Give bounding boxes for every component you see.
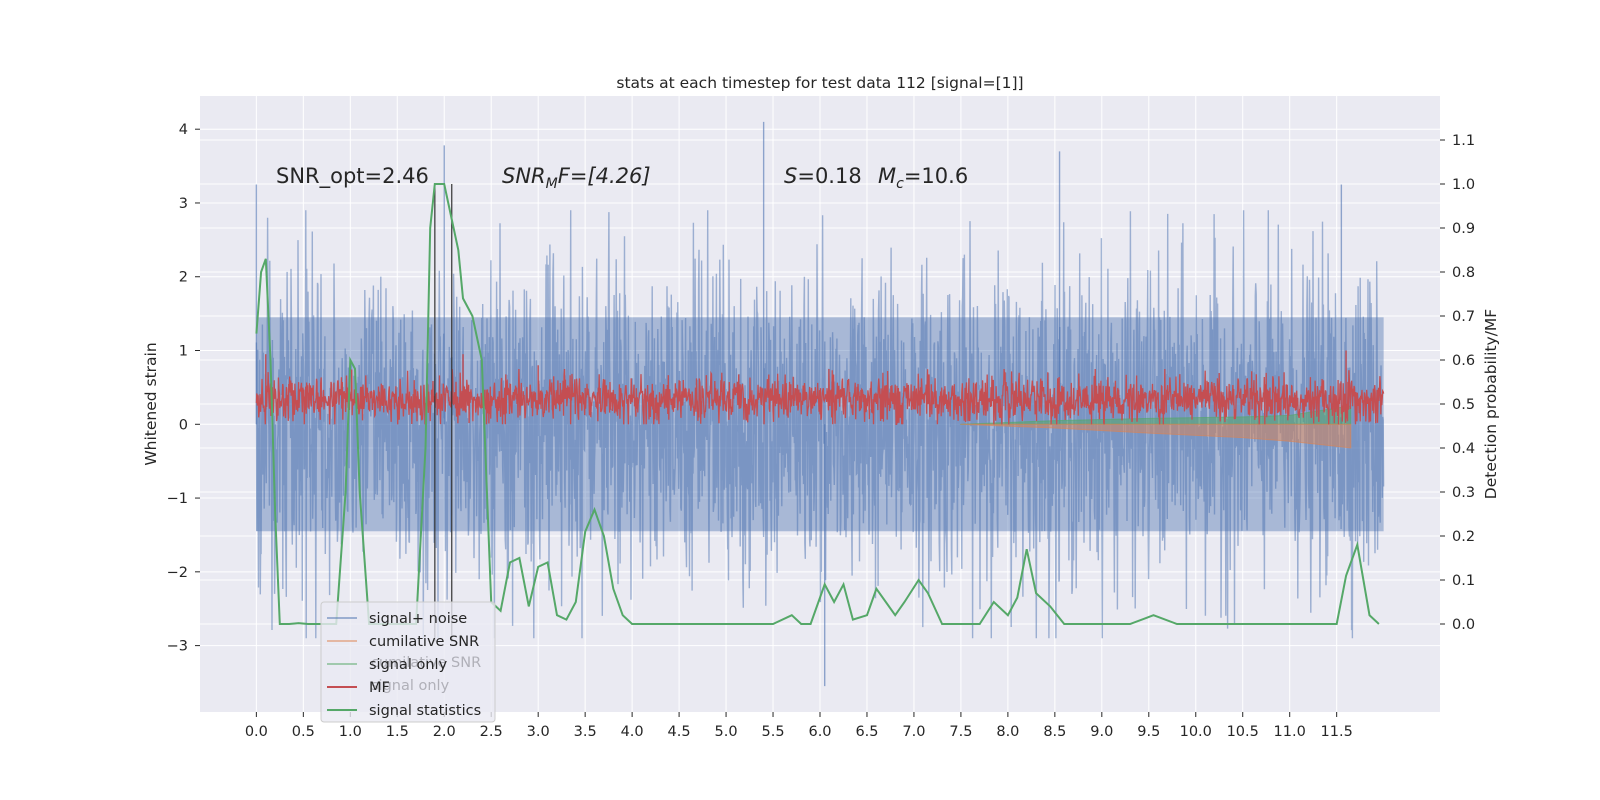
y-tick-label-left: 2 <box>179 270 188 286</box>
y-tick-label-left: 4 <box>179 122 188 138</box>
y-tick-label-right: 0.0 <box>1452 617 1475 633</box>
x-tick-label: 4.0 <box>621 724 644 740</box>
x-tick-label: 10.5 <box>1227 724 1259 740</box>
x-tick-label: 8.5 <box>1043 724 1066 740</box>
annotation-snr-mf: SNRMF=[4.26] <box>502 164 651 192</box>
x-tick-label: 7.5 <box>949 724 972 740</box>
x-tick-label: 2.5 <box>480 724 503 740</box>
legend-label: signal only <box>369 657 448 673</box>
y-tick-label-right: 0.2 <box>1452 529 1475 545</box>
x-tick-label: 6.0 <box>808 724 831 740</box>
annotation-snr-opt: SNR_opt=2.46 <box>276 164 429 189</box>
y-tick-label-right: 0.7 <box>1452 309 1475 325</box>
y-tick-label-right: 0.3 <box>1452 485 1475 501</box>
x-tick-label: 3.0 <box>527 724 550 740</box>
legend-ghost-label: signal only <box>371 678 450 694</box>
series-signal-statistics-line <box>255 183 1380 625</box>
annotation-mc: Mc=10.6 <box>878 164 968 192</box>
y-axis-label-left: Whitened strain <box>142 342 160 465</box>
legend-label: signal+ noise <box>369 611 467 627</box>
x-tick-label: 8.0 <box>996 724 1019 740</box>
x-tick-label: 5.0 <box>715 724 738 740</box>
x-tick-label: 1.5 <box>386 724 409 740</box>
y-tick-label-left: −2 <box>167 565 188 581</box>
y-tick-label-right: 1.0 <box>1452 177 1475 193</box>
series-mf-line <box>255 368 1385 425</box>
mc-main: M <box>878 164 896 188</box>
tick-labels: 0.0 0.5 1.0 1.5 2.0 2.5 3.0 3.5 4.0 4.5 5.0 5.5 6.0 6… <box>167 122 1475 740</box>
x-tick-label: 10.0 <box>1180 724 1212 740</box>
x-tick-label: 7.0 <box>902 724 925 740</box>
s-tail: =0.18 <box>797 164 861 188</box>
x-tick-label: 1.0 <box>339 724 362 740</box>
y-tick-label-left: 1 <box>179 344 188 360</box>
annotation-s: S=0.18 <box>784 164 862 188</box>
y-tick-label-right: 0.1 <box>1452 573 1475 589</box>
x-tick-label: 11.5 <box>1321 724 1353 740</box>
y-tick-label-left: −3 <box>167 639 188 655</box>
x-tick-label: 3.5 <box>574 724 597 740</box>
x-tick-label: 9.5 <box>1137 724 1160 740</box>
y-tick-label-right: 0.9 <box>1452 221 1475 237</box>
x-tick-label: 0.5 <box>292 724 315 740</box>
x-tick-label: 2.0 <box>433 724 456 740</box>
snr-mf-sub: M <box>546 176 558 192</box>
legend-label: MF <box>369 680 390 696</box>
chart-title: stats at each timestep for test data 112… <box>616 74 1023 92</box>
x-tick-label: 0.0 <box>245 724 268 740</box>
snr-mf-tail: F=[4.26] <box>558 164 651 188</box>
x-tick-label: 9.0 <box>1090 724 1113 740</box>
legend-box <box>320 601 496 723</box>
series-signal-only <box>959 405 1352 425</box>
y-tick-label-right: 1.1 <box>1452 133 1475 149</box>
y-tick-label-right: 0.4 <box>1452 441 1475 457</box>
y-tick-label-left: 0 <box>179 417 188 433</box>
mc-sub: c <box>896 176 904 192</box>
x-tick-label: 4.5 <box>668 724 691 740</box>
x-tick-label: 11.0 <box>1274 724 1306 740</box>
x-tick-label: 6.5 <box>855 724 878 740</box>
y-tick-label-right: 0.8 <box>1452 265 1475 281</box>
legend-label: cumilative SNR <box>369 634 479 650</box>
series-cumulative-snr <box>959 423 1352 449</box>
s-main: S <box>784 164 797 188</box>
x-tick-label: 5.5 <box>761 724 784 740</box>
series-layer <box>255 121 1385 687</box>
legend-ghost-label: cumilative SNR <box>371 655 481 671</box>
y-axis-label-right: Detection probability/MF <box>1482 309 1500 500</box>
mc-tail: =10.6 <box>904 164 968 188</box>
y-tick-label-left: 3 <box>179 196 188 212</box>
y-tick-label-right: 0.6 <box>1452 353 1475 369</box>
y-tick-label-right: 0.5 <box>1452 397 1475 413</box>
y-tick-label-left: −1 <box>167 491 188 507</box>
legend-label: signal statistics <box>369 703 481 719</box>
snr-mf-main: SNR <box>502 164 546 188</box>
